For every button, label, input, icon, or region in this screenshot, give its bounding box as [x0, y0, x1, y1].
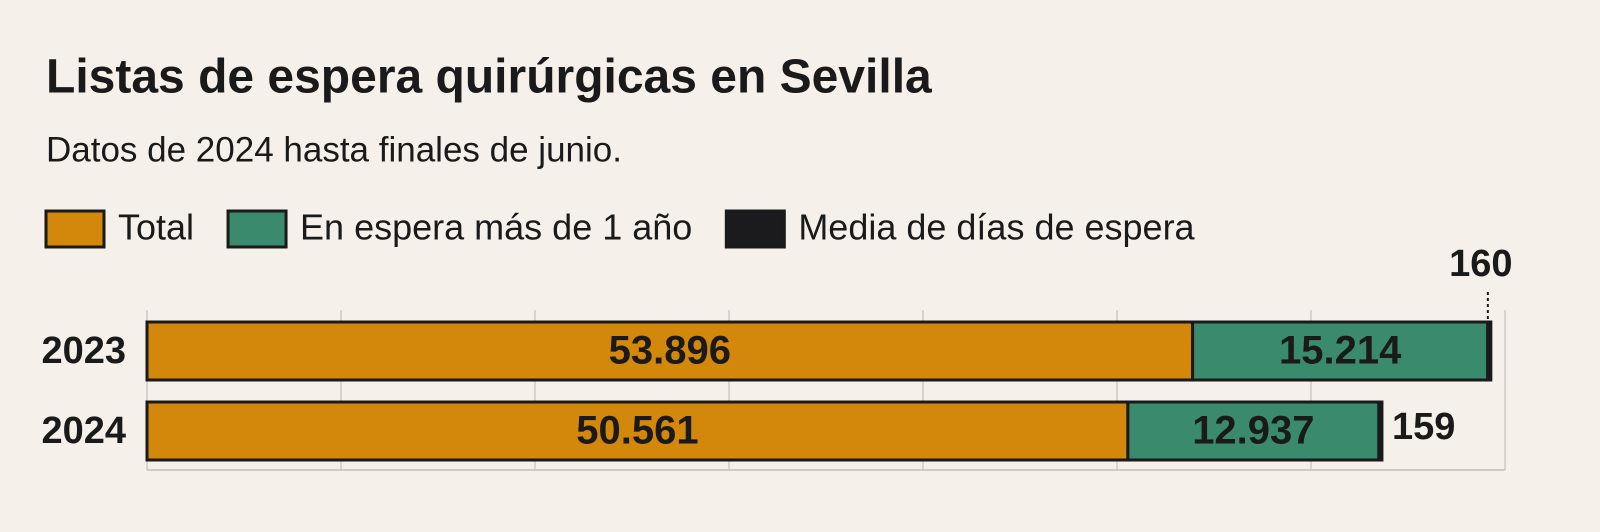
legend-swatch — [226, 209, 288, 249]
bar-segment — [1486, 320, 1493, 382]
legend-label: Total — [118, 207, 194, 248]
value-label: 15.214 — [1279, 329, 1402, 373]
value-label: 12.937 — [1192, 409, 1314, 453]
bar-segment — [1377, 400, 1384, 462]
value-label: 53.896 — [609, 329, 731, 373]
value-label: 50.561 — [576, 409, 698, 453]
legend-label: Media de días de espera — [798, 207, 1195, 248]
value-label: 160 — [1449, 243, 1512, 285]
legend-swatch — [44, 209, 106, 249]
chart-title: Listas de espera quirúrgicas en Sevilla — [46, 51, 932, 104]
y-tick-label: 2023 — [41, 330, 126, 372]
value-label: 159 — [1392, 406, 1455, 448]
chart-subtitle: Datos de 2024 hasta finales de junio. — [46, 130, 622, 169]
y-tick-label: 2024 — [41, 410, 126, 452]
legend-label: En espera más de 1 año — [300, 207, 692, 248]
bar-segment — [1191, 320, 1490, 382]
legend-swatch — [724, 209, 786, 249]
